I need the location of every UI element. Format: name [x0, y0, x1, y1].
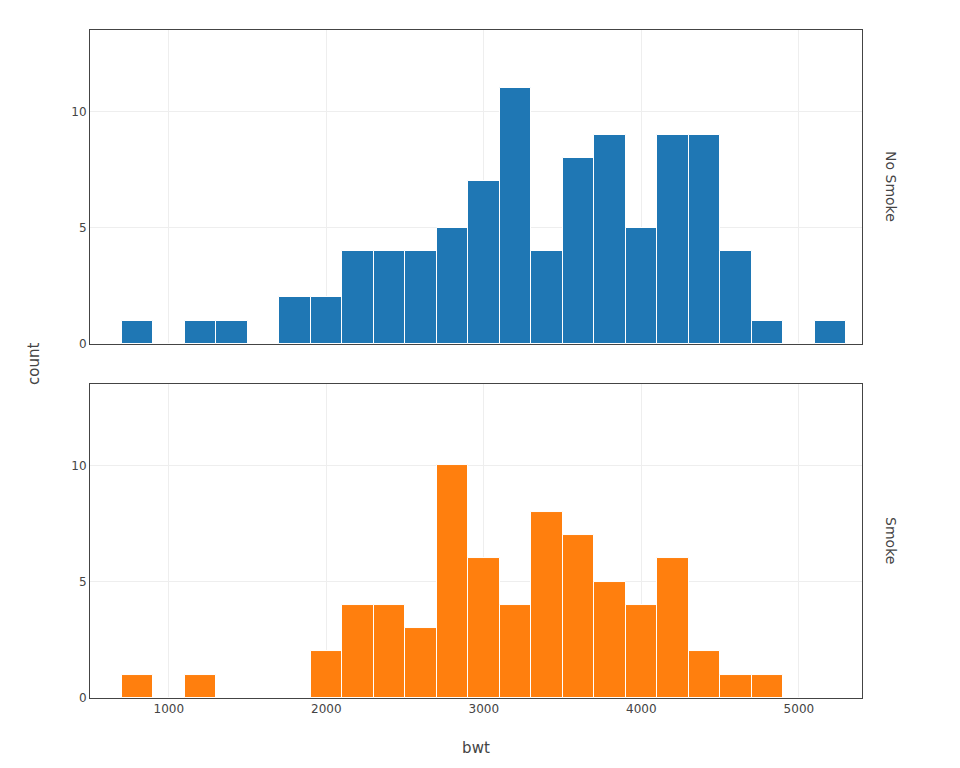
- svg-text:1000: 1000: [153, 702, 184, 716]
- svg-text:Smoke: Smoke: [883, 517, 899, 564]
- svg-text:0: 0: [79, 691, 87, 705]
- svg-text:bwt: bwt: [462, 739, 490, 757]
- svg-text:No Smoke: No Smoke: [883, 151, 899, 222]
- svg-text:5000: 5000: [784, 702, 815, 716]
- svg-text:10: 10: [71, 105, 86, 119]
- svg-text:4000: 4000: [626, 702, 657, 716]
- svg-text:0: 0: [79, 337, 87, 351]
- svg-text:10: 10: [71, 459, 86, 473]
- svg-text:2000: 2000: [311, 702, 342, 716]
- svg-text:count: count: [25, 343, 43, 385]
- svg-text:5: 5: [79, 575, 87, 589]
- svg-text:3000: 3000: [469, 702, 500, 716]
- svg-text:5: 5: [79, 221, 87, 235]
